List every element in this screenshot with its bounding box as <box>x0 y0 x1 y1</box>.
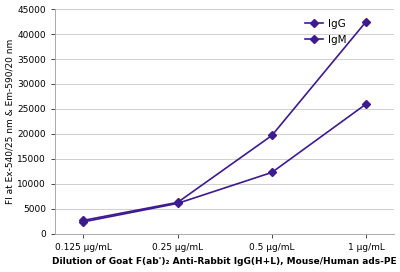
IgG <box>364 20 368 23</box>
IgM <box>270 171 274 174</box>
IgG <box>81 219 86 222</box>
X-axis label: Dilution of Goat F(ab')₂ Anti-Rabbit IgG(H+L), Mouse/Human ads-PE: Dilution of Goat F(ab')₂ Anti-Rabbit IgG… <box>52 257 397 267</box>
IgG <box>175 201 180 204</box>
Line: IgM: IgM <box>81 101 369 225</box>
Y-axis label: FI at Ex-540/25 nm & Em-590/20 nm: FI at Ex-540/25 nm & Em-590/20 nm <box>6 39 14 204</box>
IgM <box>81 220 86 224</box>
Legend: IgG, IgM: IgG, IgM <box>305 19 346 45</box>
IgM <box>175 202 180 205</box>
Line: IgG: IgG <box>81 19 369 223</box>
IgM <box>364 102 368 106</box>
IgG <box>270 134 274 137</box>
